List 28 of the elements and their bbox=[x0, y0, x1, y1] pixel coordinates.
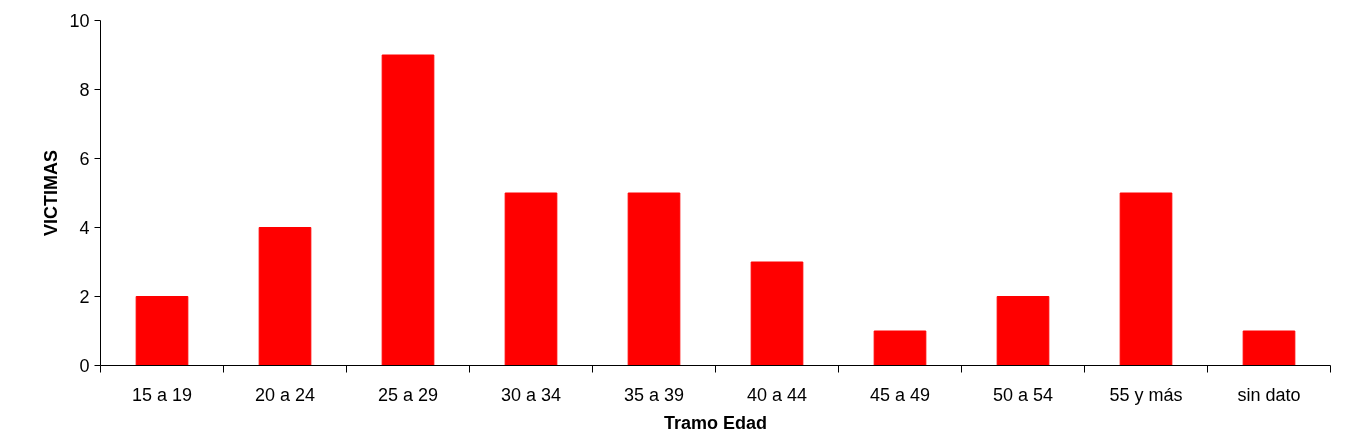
bar bbox=[627, 192, 681, 366]
x-axis-title: Tramo Edad bbox=[663, 412, 768, 433]
y-tick-label: 0 bbox=[79, 356, 90, 376]
bar bbox=[1242, 330, 1296, 366]
x-tick-label: 15 a 19 bbox=[131, 384, 193, 405]
x-tick-label: 30 a 34 bbox=[500, 384, 562, 405]
bar bbox=[258, 227, 312, 366]
y-tick-label: 4 bbox=[79, 218, 90, 238]
bar bbox=[135, 296, 189, 366]
bar bbox=[750, 261, 804, 366]
x-tick-label: 25 a 29 bbox=[377, 384, 439, 405]
x-tick-label: 50 a 54 bbox=[992, 384, 1054, 405]
x-tick-label: 20 a 24 bbox=[254, 384, 316, 405]
x-tick-label: 40 a 44 bbox=[746, 384, 808, 405]
bar bbox=[381, 54, 435, 366]
bar bbox=[996, 296, 1050, 366]
x-tick-label: 55 y más bbox=[1109, 384, 1183, 405]
bar bbox=[873, 330, 927, 366]
y-axis-title: VICTIMAS bbox=[41, 149, 62, 236]
x-tick-label: 45 a 49 bbox=[869, 384, 931, 405]
y-tick-label: 6 bbox=[79, 149, 90, 169]
y-tick-label: 10 bbox=[69, 11, 90, 31]
y-tick-label: 8 bbox=[79, 80, 90, 100]
bar bbox=[504, 192, 558, 366]
y-tick-label: 2 bbox=[79, 287, 90, 307]
x-tick-label: 35 a 39 bbox=[623, 384, 685, 405]
bar bbox=[1119, 192, 1173, 366]
x-tick-label: sin dato bbox=[1237, 384, 1301, 405]
